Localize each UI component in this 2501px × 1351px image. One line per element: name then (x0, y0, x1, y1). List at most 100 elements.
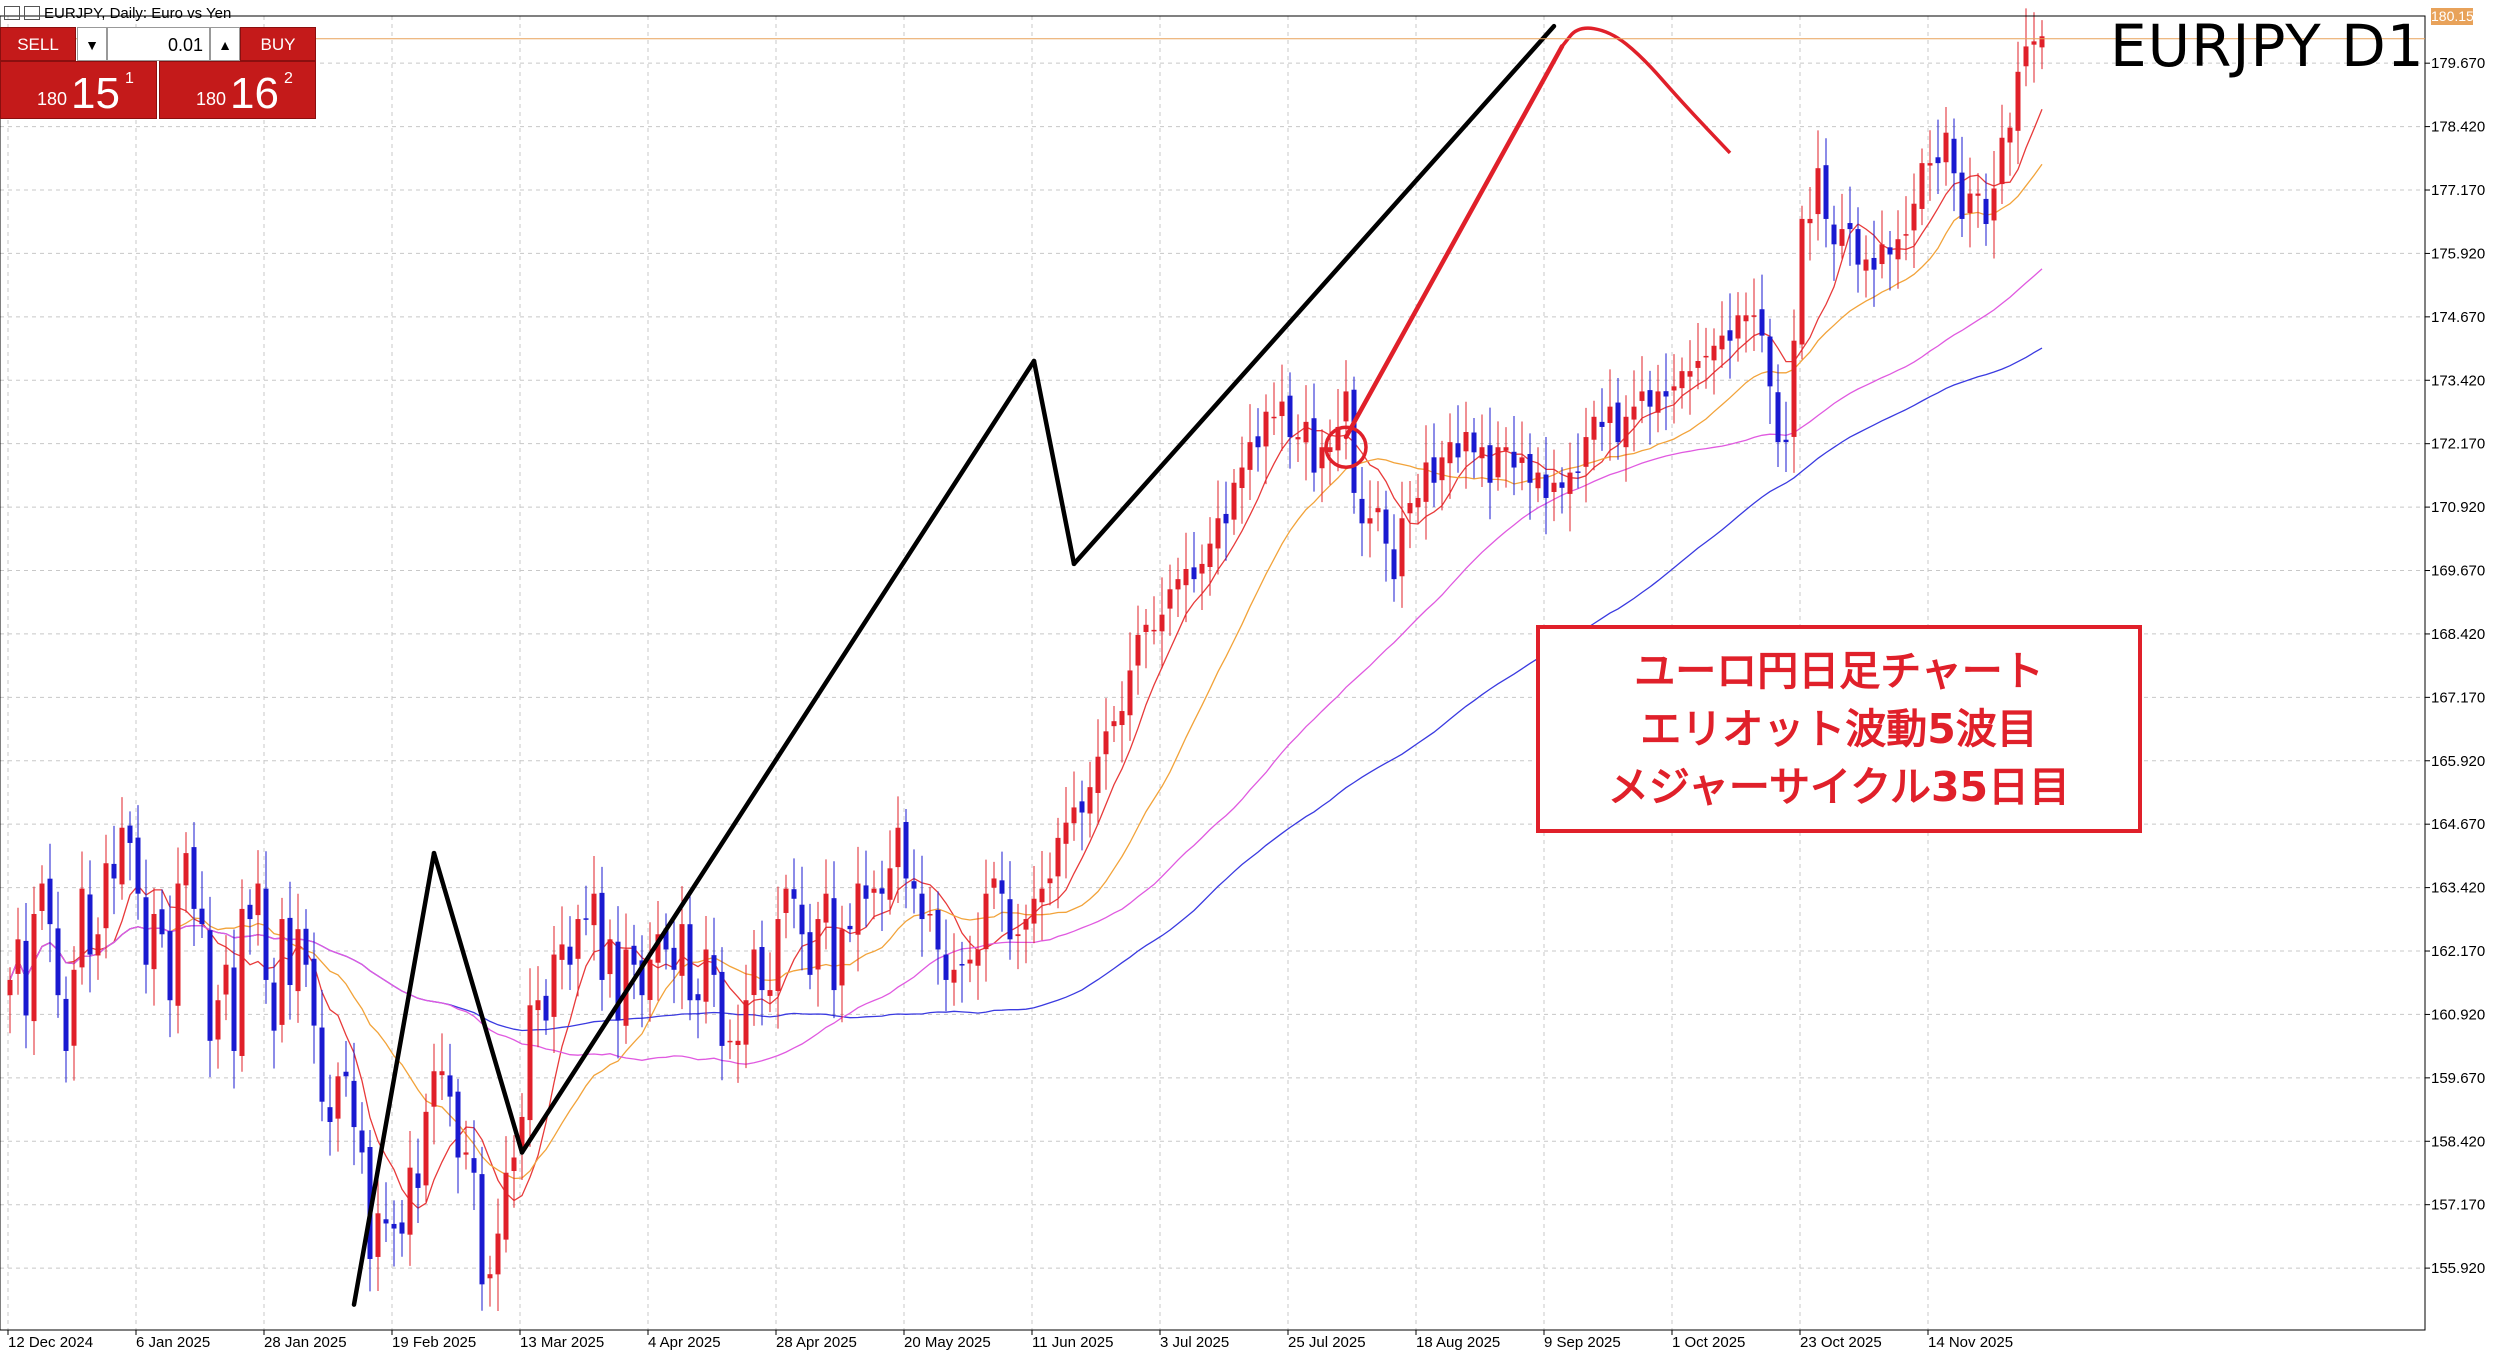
candle-body (943, 954, 949, 980)
chart-title: EURJPY, Daily: Euro vs Yen (44, 4, 232, 22)
x-tick-label: 1 Oct 2025 (1672, 1334, 1745, 1351)
candle-body (1983, 198, 1989, 225)
candle-body (959, 964, 965, 966)
candle-body (1231, 482, 1237, 520)
candle-body (31, 913, 37, 1022)
buy-price-button[interactable]: 180 16 2 (159, 61, 316, 119)
candle-body (527, 1005, 533, 1121)
candle-body (1095, 756, 1101, 793)
candle-body (23, 940, 29, 1016)
candle-body (1727, 330, 1733, 341)
annotation-line-1: ユーロ円日足チャート (1634, 647, 2044, 695)
x-tick-label: 28 Jan 2025 (264, 1334, 347, 1351)
candle-body (391, 1223, 397, 1229)
x-tick-label: 6 Jan 2025 (136, 1334, 210, 1351)
candle-body (1079, 801, 1085, 813)
candle-body (1871, 257, 1877, 270)
candle-body (1455, 443, 1461, 458)
candle-body (119, 827, 125, 885)
candle-body (1367, 518, 1373, 524)
candle-body (903, 821, 909, 879)
candle-body (1751, 315, 1757, 317)
candle-body (431, 1071, 437, 1107)
y-tick-label: 170.920 (2431, 499, 2485, 516)
candle-body (1511, 451, 1517, 468)
candle-body (935, 909, 941, 950)
candle-body (679, 924, 685, 976)
candle-body (1559, 482, 1565, 488)
lot-dropdown-icon[interactable]: ▼ (77, 27, 107, 61)
candle-body (359, 1130, 365, 1153)
y-tick-label: 177.170 (2431, 182, 2485, 199)
candle-body (343, 1071, 349, 1077)
candle-body (919, 893, 925, 920)
x-tick-label: 19 Feb 2025 (392, 1334, 476, 1351)
candle-body (871, 888, 877, 893)
candle-body (1887, 247, 1893, 255)
candle-body (383, 1219, 389, 1224)
sell-button[interactable]: SELL (0, 27, 76, 61)
y-tick-label: 158.420 (2431, 1133, 2485, 1150)
chart-icon (4, 6, 20, 20)
lot-size-input[interactable]: 0.01 (107, 27, 210, 61)
candle-body (1383, 509, 1389, 544)
candle-body (407, 1167, 413, 1235)
candle-body (1239, 467, 1245, 489)
candle-body (1775, 392, 1781, 443)
candle-body (1199, 563, 1205, 574)
candle-body (1447, 442, 1453, 464)
symbol-icon (24, 6, 40, 20)
candle-body (1975, 193, 1981, 196)
candle-body (511, 1157, 517, 1172)
y-tick-label: 174.670 (2431, 309, 2485, 326)
candle-body (1719, 335, 1725, 350)
candle-body (1359, 498, 1365, 524)
candle-body (71, 969, 77, 1046)
candle-body (1647, 390, 1653, 407)
y-tick-label: 157.170 (2431, 1197, 2485, 1214)
buy-button[interactable]: BUY (240, 27, 316, 61)
candle-body (671, 947, 677, 970)
buy-price-pip: 2 (284, 70, 293, 87)
candle-body (727, 1040, 733, 1043)
candle-body (1463, 432, 1469, 452)
candle-body (1663, 391, 1669, 397)
candle-body (1855, 229, 1861, 265)
candle-body (143, 897, 149, 965)
candle-body (631, 945, 637, 965)
candle-body (1135, 634, 1141, 666)
candle-body (423, 1111, 429, 1186)
lot-increase-icon[interactable]: ▲ (210, 27, 240, 61)
candle-body (1343, 391, 1349, 422)
sell-price-button[interactable]: 180 15 1 (0, 61, 157, 119)
candle-body (87, 894, 93, 955)
candle-body (1071, 807, 1077, 824)
candle-body (799, 904, 805, 935)
candle-body (655, 934, 661, 963)
x-tick-label: 12 Dec 2024 (8, 1334, 93, 1351)
candle-body (1255, 436, 1261, 448)
candle-body (855, 883, 861, 935)
candle-body (2039, 36, 2045, 48)
candle-body (519, 1116, 525, 1152)
candle-body (319, 1027, 325, 1102)
candle-body (975, 949, 981, 966)
candle-body (1943, 132, 1949, 163)
candle-body (1391, 549, 1397, 580)
projection-arc (1560, 26, 1732, 155)
candle-body (375, 1213, 381, 1257)
candle-body (791, 889, 797, 899)
candle-body (1015, 934, 1021, 937)
candle-body (879, 888, 885, 894)
candle-body (1767, 336, 1773, 387)
candle-body (1847, 223, 1853, 230)
candle-body (1839, 229, 1845, 246)
x-tick-label: 11 Jun 2025 (1032, 1334, 1113, 1351)
candle-body (1319, 447, 1325, 469)
candle-body (247, 904, 253, 920)
candle-body (191, 847, 197, 909)
candle-body (1375, 508, 1381, 513)
candle-body (1527, 454, 1533, 483)
candle-body (1055, 837, 1061, 877)
